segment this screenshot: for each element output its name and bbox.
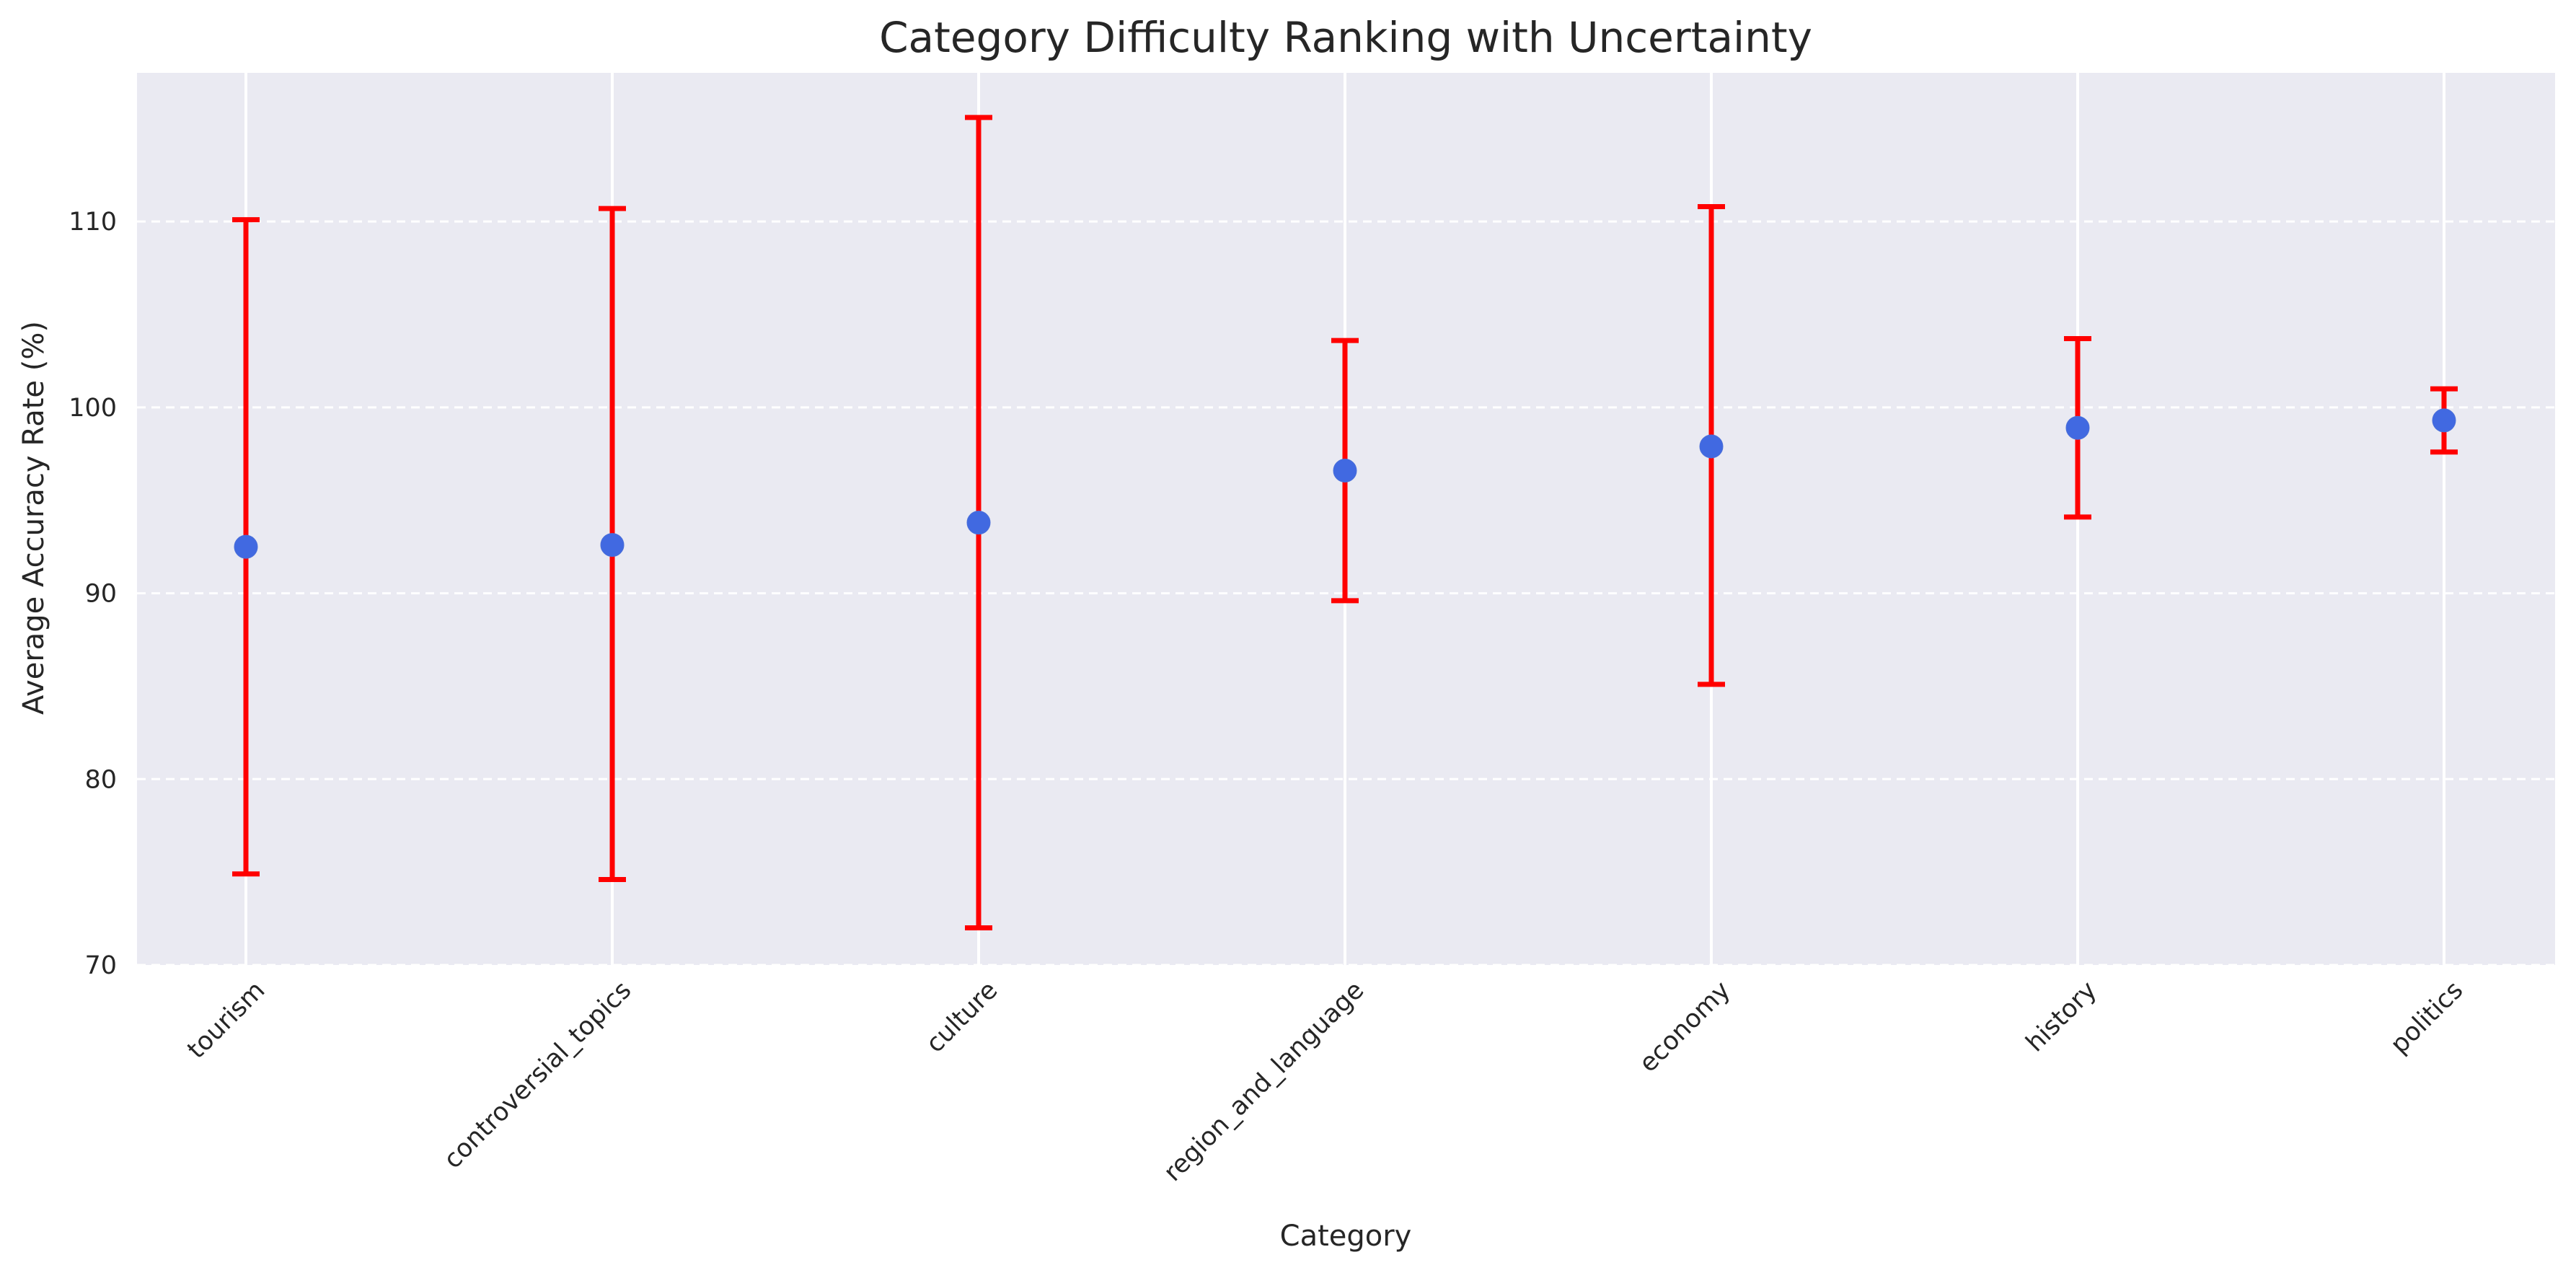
y-tick-label: 90 <box>84 580 117 609</box>
y-tick-label: 70 <box>84 951 117 980</box>
y-tick-label: 80 <box>84 765 117 794</box>
y-axis-label: Average Accuracy Rate (%) <box>17 321 50 715</box>
point-layer <box>234 408 2456 559</box>
data-point <box>600 533 625 558</box>
data-point <box>234 534 258 559</box>
data-point <box>1699 434 1724 459</box>
data-point <box>2065 415 2090 440</box>
y-tick-label: 100 <box>69 394 117 423</box>
chart-title: Category Difficulty Ranking with Uncerta… <box>879 13 1812 62</box>
data-point <box>2432 408 2456 433</box>
y-tick-label: 110 <box>69 208 117 237</box>
data-point <box>966 511 991 535</box>
x-axis-label: Category <box>1280 1220 1412 1253</box>
y-tick-labels: 70 80 90 100 110 <box>69 208 117 980</box>
data-point <box>1333 458 1357 482</box>
